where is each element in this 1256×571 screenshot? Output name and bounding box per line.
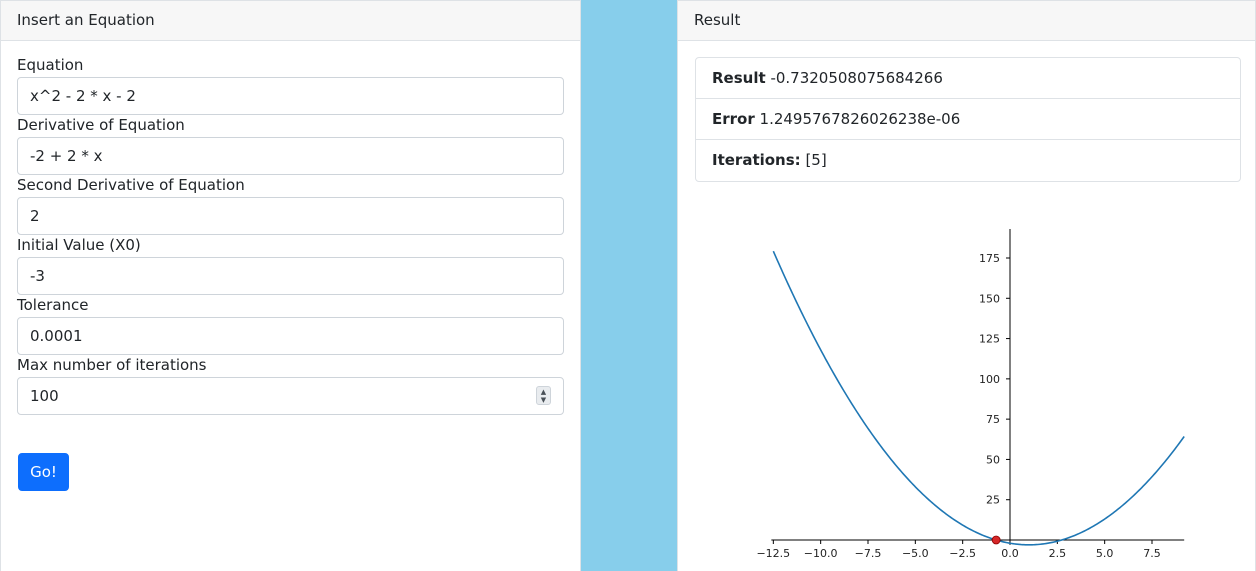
tolerance-input[interactable] bbox=[17, 317, 564, 355]
x-tick-label: −2.5 bbox=[949, 547, 976, 560]
number-spinner[interactable]: ▲ ▼ bbox=[536, 386, 551, 405]
y-tick-label: 150 bbox=[979, 292, 1000, 305]
x-tick-label: 0.0 bbox=[1001, 547, 1019, 560]
function-curve bbox=[772, 250, 1185, 546]
x-tick-label: −5.0 bbox=[902, 547, 929, 560]
iterations-label: Iterations: bbox=[712, 151, 801, 169]
y-tick-label: 25 bbox=[986, 494, 1000, 507]
x-tick-label: 5.0 bbox=[1096, 547, 1114, 560]
error-label: Error bbox=[712, 110, 755, 128]
iterations-row: Iterations: [5] bbox=[696, 140, 1240, 181]
derivative-label: Derivative of Equation bbox=[17, 116, 185, 134]
x-tick-label: 7.5 bbox=[1143, 547, 1161, 560]
derivative-input[interactable] bbox=[17, 137, 564, 175]
spinner-up-icon[interactable]: ▲ bbox=[540, 387, 547, 396]
result-card: Result Result -0.7320508075684266 Error … bbox=[677, 0, 1256, 571]
equation-card: Insert an Equation Equation Derivative o… bbox=[0, 0, 581, 571]
result-label: Result bbox=[712, 69, 766, 87]
result-card-title: Result bbox=[678, 1, 1255, 41]
x-tick-label: 2.5 bbox=[1049, 547, 1067, 560]
y-tick-label: 125 bbox=[979, 333, 1000, 346]
go-button[interactable]: Go! bbox=[18, 453, 69, 491]
function-plot: −12.5 −10.0 −7.5 −5.0 −2.5 0.0 2.5 5.0 7.5 25 50 75… bbox=[756, 228, 1185, 560]
x-tick-label: −10.0 bbox=[804, 547, 838, 560]
equation-group: Equation bbox=[17, 53, 564, 115]
iterations-value: [5] bbox=[805, 151, 827, 169]
max-iterations-input[interactable] bbox=[17, 377, 564, 415]
result-row: Result -0.7320508075684266 bbox=[696, 58, 1240, 99]
initial-value-group: Initial Value (X0) bbox=[17, 233, 564, 295]
x-tick-label: −7.5 bbox=[855, 547, 882, 560]
max-iterations-group: Max number of iterations ▲ ▼ bbox=[17, 353, 564, 415]
y-tick-label: 175 bbox=[979, 252, 1000, 265]
initial-value-label: Initial Value (X0) bbox=[17, 236, 141, 254]
equation-card-title: Insert an Equation bbox=[1, 1, 580, 41]
spinner-down-icon[interactable]: ▼ bbox=[540, 395, 547, 404]
y-tick-label: 75 bbox=[986, 413, 1000, 426]
equation-label: Equation bbox=[17, 56, 84, 74]
divider-panel bbox=[581, 0, 677, 571]
max-iterations-field: ▲ ▼ bbox=[17, 377, 564, 415]
error-value: 1.2495767826026238e-06 bbox=[759, 110, 961, 128]
second-derivative-input[interactable] bbox=[17, 197, 564, 235]
result-value: -0.7320508075684266 bbox=[770, 69, 943, 87]
y-tick-label: 50 bbox=[986, 453, 1000, 466]
tolerance-group: Tolerance bbox=[17, 293, 564, 355]
root-marker bbox=[991, 535, 1001, 545]
initial-value-input[interactable] bbox=[17, 257, 564, 295]
y-tick-label: 100 bbox=[979, 373, 1000, 386]
equation-form: Equation Derivative of Equation Second D… bbox=[1, 41, 580, 433]
equation-input[interactable] bbox=[17, 77, 564, 115]
error-row: Error 1.2495767826026238e-06 bbox=[696, 99, 1240, 140]
second-derivative-group: Second Derivative of Equation bbox=[17, 173, 564, 235]
derivative-group: Derivative of Equation bbox=[17, 113, 564, 175]
x-tick-label: −12.5 bbox=[756, 547, 790, 560]
result-list: Result -0.7320508075684266 Error 1.24957… bbox=[695, 57, 1241, 182]
second-derivative-label: Second Derivative of Equation bbox=[17, 176, 245, 194]
max-iterations-label: Max number of iterations bbox=[17, 356, 207, 374]
tolerance-label: Tolerance bbox=[17, 296, 89, 314]
